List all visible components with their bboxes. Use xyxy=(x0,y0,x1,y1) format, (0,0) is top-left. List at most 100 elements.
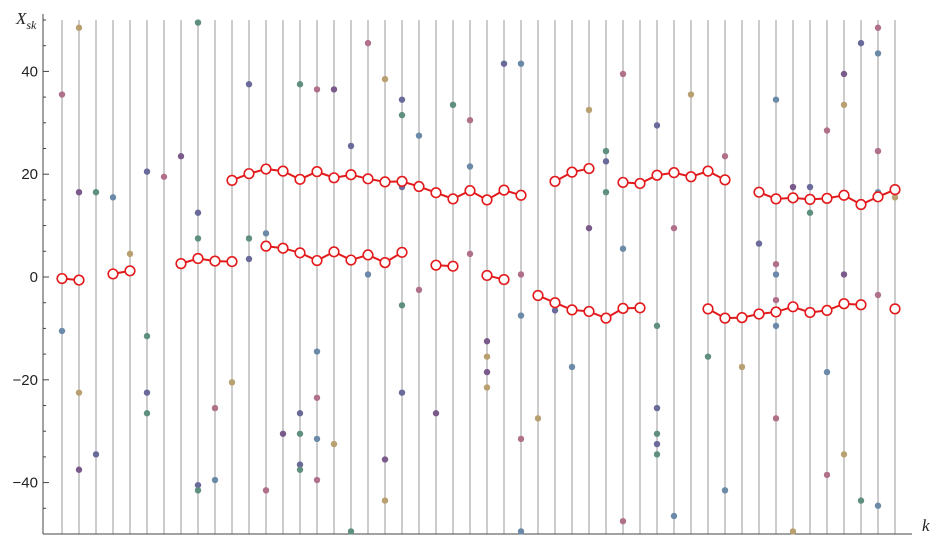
series-segment xyxy=(889,303,901,315)
scatter-point xyxy=(874,50,882,57)
series-marker xyxy=(855,299,867,311)
scatter-point xyxy=(585,224,593,232)
scatter-point xyxy=(857,497,865,504)
series-marker xyxy=(787,301,799,313)
series-lines xyxy=(56,162,901,324)
series-marker xyxy=(549,297,561,309)
scatter-point xyxy=(483,368,491,376)
scatter-point xyxy=(653,440,661,448)
scatter-point xyxy=(245,255,253,263)
scatter-point xyxy=(432,410,440,417)
scatter-point xyxy=(670,512,678,520)
scatter-point xyxy=(772,415,780,422)
scatter-point xyxy=(398,389,406,396)
scatter-point xyxy=(262,230,270,237)
series-segment xyxy=(753,184,901,211)
scatter-point xyxy=(653,322,661,330)
series-marker xyxy=(328,246,340,258)
scatter-point xyxy=(313,86,321,93)
series-marker xyxy=(294,173,306,185)
series-segment xyxy=(532,289,646,324)
y-tick-label: −40 xyxy=(13,475,38,492)
scatter-point xyxy=(874,502,882,509)
scatter-point xyxy=(347,528,355,535)
y-axis-ticks: −40 −20 0 20 40 xyxy=(13,19,49,535)
scatter-points xyxy=(58,19,899,535)
scatter-point xyxy=(347,142,355,150)
scatter-point xyxy=(415,286,423,294)
series-marker xyxy=(277,242,289,254)
scatter-point xyxy=(194,481,202,489)
scatter-point xyxy=(653,451,661,458)
series-marker xyxy=(73,274,85,286)
scatter-point xyxy=(75,466,83,473)
series-marker xyxy=(362,173,374,185)
scatter-point xyxy=(500,60,508,67)
scatter-point xyxy=(653,430,661,437)
scatter-point xyxy=(653,122,661,129)
series-marker xyxy=(379,176,391,188)
scatter-point xyxy=(58,327,66,335)
series-marker xyxy=(634,177,646,190)
scatter-point xyxy=(772,260,780,268)
series-line xyxy=(707,302,862,320)
scatter-point xyxy=(891,194,899,201)
scatter-point xyxy=(483,338,491,345)
series-marker xyxy=(447,193,459,205)
series-marker xyxy=(838,189,850,201)
series-marker xyxy=(447,260,459,272)
series-segment xyxy=(107,265,136,280)
scatter-point xyxy=(823,368,831,376)
scatter-point xyxy=(330,86,338,93)
series-marker xyxy=(345,254,357,266)
scatter-point xyxy=(619,245,627,252)
scatter-point xyxy=(619,517,627,525)
grid-lines xyxy=(61,20,896,534)
series-marker xyxy=(651,169,663,181)
series-segment xyxy=(617,165,731,190)
scatter-point xyxy=(534,415,542,422)
scatter-point xyxy=(772,96,780,103)
series-marker xyxy=(583,162,595,175)
x-axis-label: k xyxy=(922,516,930,535)
scatter-point xyxy=(806,209,814,216)
scatter-point xyxy=(75,188,83,196)
series-marker xyxy=(498,273,510,286)
series-marker xyxy=(736,312,748,324)
scatter-point xyxy=(143,389,151,396)
scatter-point xyxy=(143,410,151,417)
series-marker xyxy=(804,193,816,205)
scatter-point xyxy=(721,487,729,494)
scatter-point xyxy=(415,132,423,139)
scatter-point xyxy=(143,168,151,175)
scatter-point xyxy=(517,60,525,67)
series-marker xyxy=(821,304,833,317)
series-marker xyxy=(396,246,408,258)
series-marker xyxy=(889,184,901,196)
series-marker xyxy=(226,255,238,268)
y-tick-label: −20 xyxy=(13,372,38,389)
scatter-point xyxy=(704,353,712,360)
scatter-point xyxy=(296,466,304,473)
scatter-point xyxy=(517,312,525,319)
series-marker xyxy=(243,168,255,180)
series-marker xyxy=(311,166,323,178)
scatter-point xyxy=(789,528,797,535)
series-marker xyxy=(498,184,510,196)
scatter-point xyxy=(92,188,100,196)
series-marker xyxy=(702,165,714,177)
scatter-point xyxy=(466,117,474,124)
scatter-point xyxy=(228,379,236,386)
scatter-point xyxy=(194,19,202,26)
scatter-point xyxy=(687,91,695,98)
series-marker xyxy=(566,304,578,316)
series-segment xyxy=(175,252,238,270)
series-segment xyxy=(56,272,85,286)
series-marker xyxy=(872,191,884,203)
series-marker xyxy=(753,308,765,320)
scatter-point xyxy=(75,24,83,31)
series-marker xyxy=(617,302,629,314)
series-marker xyxy=(311,254,323,267)
series-marker xyxy=(260,163,272,175)
series-marker xyxy=(617,176,629,189)
